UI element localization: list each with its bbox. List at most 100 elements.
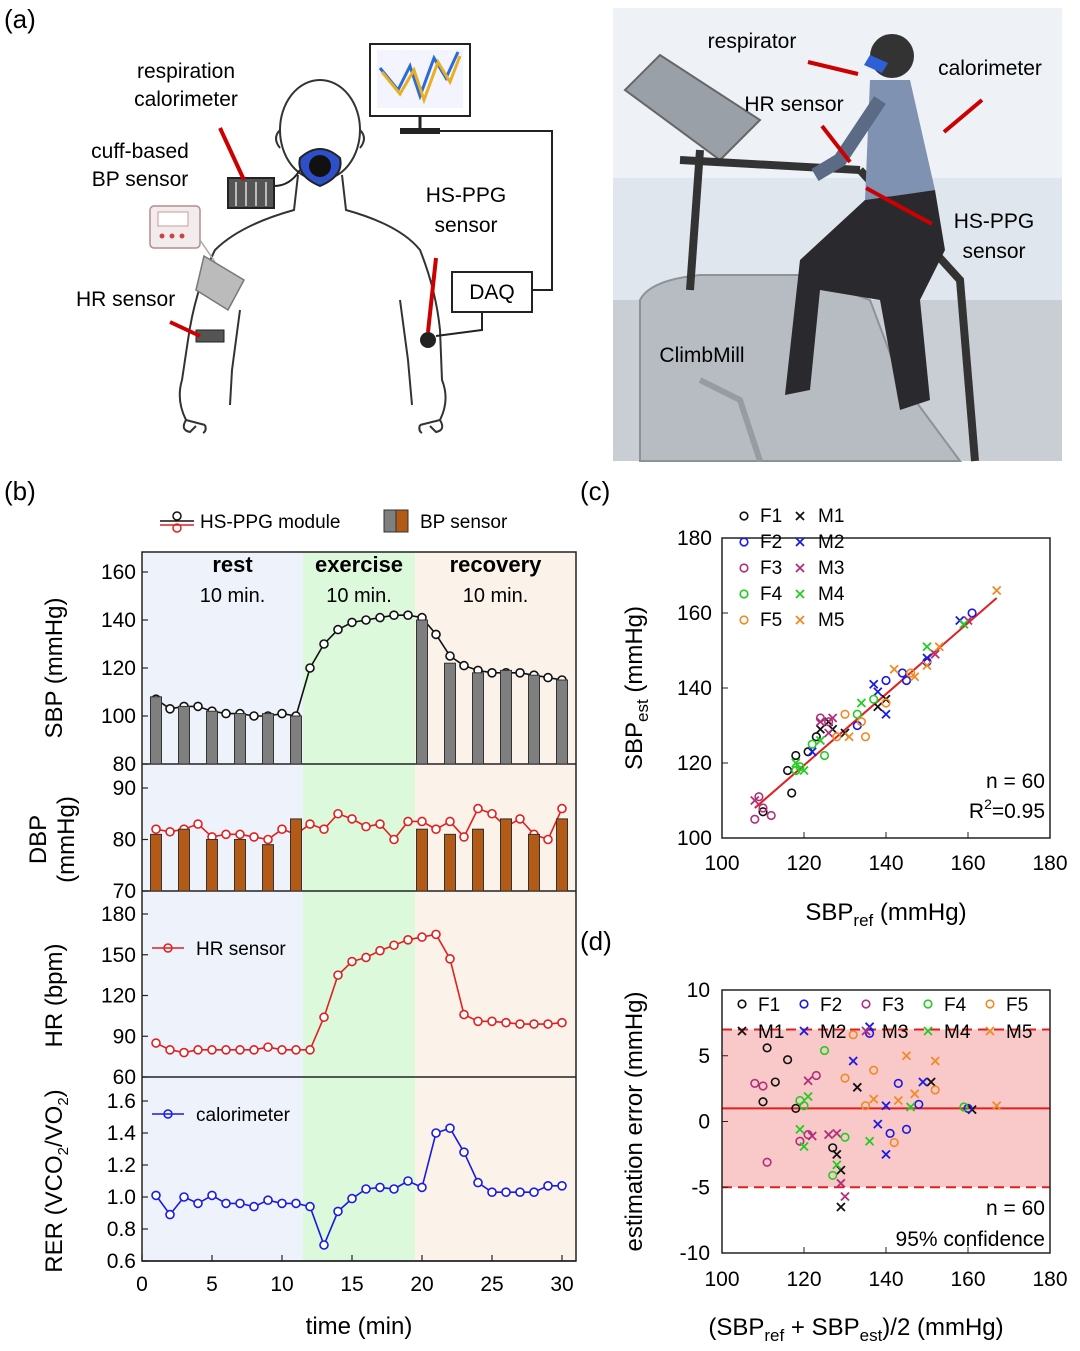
point-hr — [543, 1019, 553, 1029]
bar-sbp — [556, 679, 568, 765]
ytick-label-rer: 0.8 — [107, 1218, 136, 1241]
point-sbp — [193, 701, 203, 712]
point-dbp — [557, 803, 567, 814]
point-M2 — [881, 1149, 891, 1160]
xlabel-sub: ref — [853, 911, 873, 930]
point-M3 — [836, 1178, 846, 1188]
hr-sensor-label: HR sensor — [76, 288, 175, 311]
xtick-label-d: 160 — [950, 1268, 985, 1291]
point-rer — [403, 1176, 413, 1186]
legend-marker-F5 — [739, 615, 749, 625]
legend-marker-M5 — [985, 1026, 995, 1036]
ylabel-dbp: DBP(mmHg) — [25, 796, 80, 883]
point-rer — [277, 1198, 287, 1209]
xlabel-sub2: est — [860, 1326, 883, 1345]
xtick-label-b: 20 — [410, 1273, 433, 1296]
point-F1 — [787, 788, 797, 798]
xtick-label-b: 15 — [340, 1273, 363, 1296]
xtick-label-b: 30 — [550, 1273, 573, 1296]
point-dbp — [305, 819, 315, 829]
legend-marker-F3 — [739, 563, 749, 573]
point-M1 — [873, 702, 883, 712]
photo-climbmill-label: ClimbMill — [659, 344, 744, 367]
point-rer — [221, 1198, 231, 1209]
bar-dbp — [416, 828, 428, 892]
legend-marker-F1 — [737, 999, 747, 1009]
ytick-label-dbp: 90 — [113, 777, 136, 800]
xtick-label-c: 160 — [950, 852, 985, 875]
bar-dbp — [178, 828, 190, 892]
point-hr — [515, 1019, 525, 1029]
point-M5 — [869, 1094, 879, 1104]
point-dbp — [249, 832, 259, 842]
ytick-label-rer: 1.4 — [107, 1122, 137, 1145]
point-dbp — [389, 834, 399, 845]
point-dbp — [487, 808, 497, 819]
point-F3 — [758, 803, 768, 813]
point-M4 — [905, 1102, 916, 1112]
point-hr — [361, 952, 371, 963]
bar-sbp — [178, 705, 190, 765]
phase-duration-rest: 10 min. — [200, 585, 266, 607]
point-F5 — [840, 1073, 850, 1083]
point-M4 — [864, 1136, 875, 1146]
daq-label: DAQ — [469, 281, 515, 304]
ylabel-line1: DBP — [25, 815, 52, 864]
point-M4 — [856, 698, 867, 708]
xtick-label-d: 100 — [704, 1268, 739, 1291]
point-dbp — [193, 819, 203, 829]
legend-marker-M2 — [795, 537, 805, 547]
point-hr — [473, 1016, 483, 1027]
point-rer — [445, 1123, 455, 1133]
ytick-label-rer: 1.6 — [107, 1090, 136, 1113]
point-rer — [305, 1201, 315, 1212]
ylabel-part: RER (VCO — [41, 1155, 68, 1272]
ytick-label-sbp: 140 — [101, 609, 136, 632]
point-F4 — [840, 1132, 850, 1142]
point-M4 — [832, 1160, 842, 1170]
cuff-label: cuff-based — [91, 140, 189, 163]
point-M4 — [795, 1124, 805, 1135]
point-F2 — [885, 1128, 895, 1138]
ytick-label-rer: 1.0 — [107, 1186, 136, 1209]
point-dbp — [543, 834, 553, 845]
legend-label-F1: F1 — [758, 995, 780, 1016]
point-hr — [557, 1017, 567, 1028]
point-M2 — [848, 1056, 858, 1066]
legend-label-M4: M4 — [944, 1022, 971, 1043]
ylabel-hr: HR (bpm) — [41, 943, 68, 1047]
legend-marker-rer — [163, 1109, 173, 1119]
bar-sbp — [528, 674, 540, 765]
bar-dbp — [472, 828, 484, 892]
phase-band-exercise — [303, 552, 415, 1261]
phase-name-recovery: recovery — [450, 552, 543, 577]
ytick-label-hr: 180 — [101, 903, 136, 926]
point-hr — [207, 1045, 217, 1055]
xlabel-suffix: )/2 (mmHg) — [882, 1314, 1003, 1341]
photo-hr-sensor-label: HR sensor — [744, 93, 843, 116]
legend-label-F3: F3 — [760, 558, 782, 579]
point-M4 — [799, 1141, 809, 1152]
legend-label-M4: M4 — [818, 584, 845, 605]
point-M5 — [910, 1089, 920, 1099]
point-M1 — [926, 1077, 936, 1087]
point-dbp — [459, 832, 469, 842]
point-M5 — [910, 672, 920, 682]
point-F2 — [963, 1103, 973, 1113]
point-M5 — [893, 1095, 903, 1106]
pointer-lines — [169, 127, 438, 338]
point-rer — [501, 1187, 511, 1197]
legend-label-F4: F4 — [944, 995, 967, 1016]
annotation-n-d: n = 60 — [986, 1197, 1045, 1220]
point-sbp — [445, 651, 455, 661]
point-rer — [291, 1198, 301, 1209]
phase-duration-exercise: 10 min. — [326, 585, 392, 607]
point-rer — [515, 1187, 525, 1197]
bp-sensor-label: BP sensor — [92, 168, 189, 191]
point-M4 — [922, 642, 932, 652]
point-F4 — [959, 1102, 969, 1112]
hs-ppg-wrist-icon — [420, 332, 436, 348]
point-F1 — [791, 1103, 801, 1113]
ytick-label-hr: 90 — [113, 1025, 136, 1048]
ytick-label-dbp: 70 — [113, 880, 136, 903]
